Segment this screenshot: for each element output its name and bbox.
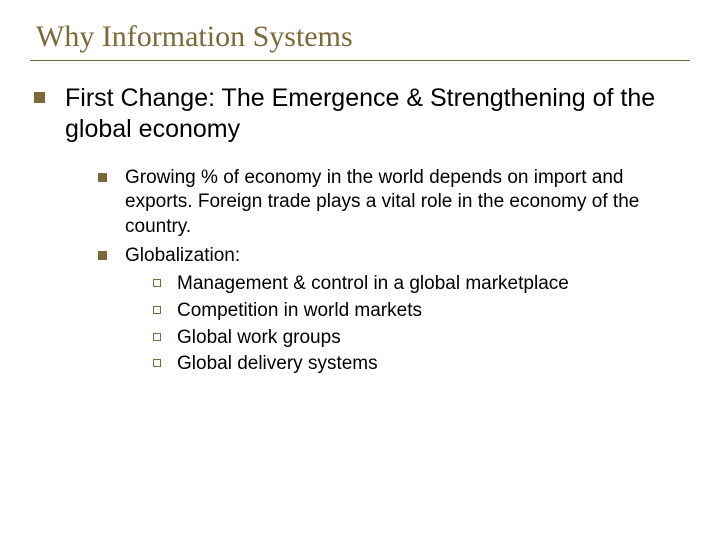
list-item: First Change: The Emergence & Strengthen… [34, 83, 690, 146]
lvl3-list: Management & control in a global marketp… [153, 272, 690, 377]
lvl3-text: Global work groups [177, 326, 341, 351]
open-square-bullet-icon [153, 333, 161, 341]
slide-title: Why Information Systems [30, 20, 690, 61]
lvl3-text: Competition in world markets [177, 299, 422, 324]
list-item: Competition in world markets [153, 299, 690, 324]
lvl1-text: First Change: The Emergence & Strengthen… [65, 83, 690, 146]
square-bullet-icon [34, 92, 45, 103]
list-item: Globalization: Management & control in a… [98, 244, 690, 379]
open-square-bullet-icon [153, 306, 161, 314]
lvl2-list: Growing % of economy in the world depend… [98, 166, 690, 380]
list-item: Global delivery systems [153, 352, 690, 377]
slide: Why Information Systems First Change: Th… [0, 0, 720, 540]
list-item: Global work groups [153, 326, 690, 351]
lvl2-text: Growing % of economy in the world depend… [125, 166, 690, 240]
open-square-bullet-icon [153, 359, 161, 367]
lvl3-text: Management & control in a global marketp… [177, 272, 569, 297]
square-bullet-icon [98, 173, 107, 182]
lvl2-text: Globalization: [125, 244, 690, 269]
list-item: Management & control in a global marketp… [153, 272, 690, 297]
list-item: Growing % of economy in the world depend… [98, 166, 690, 240]
open-square-bullet-icon [153, 279, 161, 287]
square-bullet-icon [98, 251, 107, 260]
lvl3-text: Global delivery systems [177, 352, 378, 377]
